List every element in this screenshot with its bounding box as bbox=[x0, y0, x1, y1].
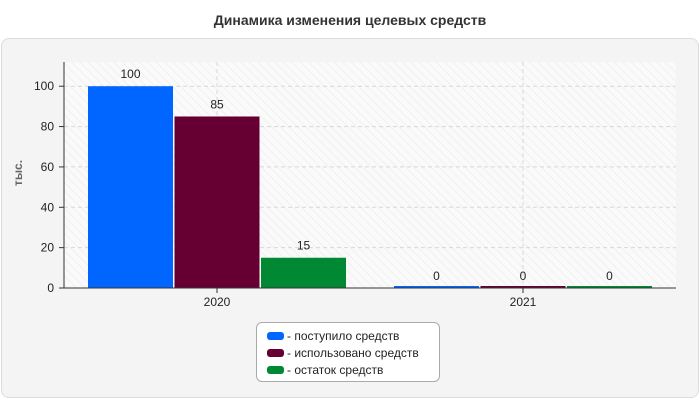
bar-chart: 100 85 15 0 0 0 0 20 40 60 80 100 2020 2021 тыс. bbox=[11, 62, 676, 309]
y-axis-label: тыс. bbox=[11, 160, 25, 186]
x-tick-label: 2021 bbox=[510, 295, 537, 309]
legend-label: - остаток средств bbox=[287, 362, 384, 377]
y-tick-label: 80 bbox=[41, 120, 55, 134]
bar-использовано-средств-2020 bbox=[174, 116, 260, 288]
y-tick-label: 100 bbox=[34, 79, 54, 93]
legend-label: - поступило средств bbox=[287, 328, 400, 343]
chart-legend: - поступило средств - использовано средст… bbox=[256, 322, 440, 382]
data-label: 0 bbox=[520, 269, 527, 283]
y-tick-label: 60 bbox=[41, 160, 55, 174]
data-label: 0 bbox=[606, 269, 613, 283]
bar-поступило-средств-2020 bbox=[88, 86, 173, 288]
legend-swatch bbox=[267, 365, 284, 374]
data-label: 85 bbox=[210, 97, 224, 111]
y-tick-label: 20 bbox=[41, 241, 55, 255]
legend-item: - поступило средств bbox=[267, 327, 439, 344]
legend-swatch bbox=[267, 331, 284, 340]
bar-остаток-средств-2021 bbox=[567, 286, 652, 288]
y-tick-label: 40 bbox=[41, 200, 55, 214]
legend-swatch bbox=[267, 348, 284, 357]
x-tick-label: 2020 bbox=[204, 295, 231, 309]
legend-item: - остаток средств bbox=[267, 361, 439, 378]
legend-label: - использовано средств bbox=[287, 345, 419, 360]
data-label: 100 bbox=[120, 67, 140, 81]
bar-остаток-средств-2020 bbox=[261, 257, 346, 288]
data-label: 15 bbox=[297, 239, 311, 253]
y-tick-label: 0 bbox=[47, 281, 54, 295]
legend-item: - использовано средств bbox=[267, 344, 439, 361]
data-label: 0 bbox=[433, 269, 440, 283]
chart-title: Динамика изменения целевых средств bbox=[213, 12, 487, 28]
bar-поступило-средств-2021 bbox=[394, 286, 479, 288]
bar-использовано-средств-2021 bbox=[480, 286, 566, 288]
